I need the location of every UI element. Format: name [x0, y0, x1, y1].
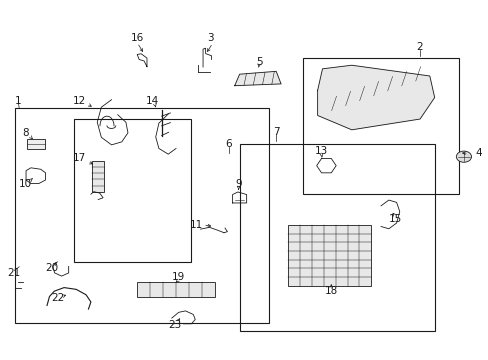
Text: 1: 1: [14, 96, 21, 106]
Text: 17: 17: [73, 153, 86, 163]
Text: 10: 10: [19, 179, 32, 189]
Text: 23: 23: [168, 320, 182, 330]
Text: 9: 9: [235, 179, 242, 189]
Text: 6: 6: [225, 139, 232, 149]
Text: 4: 4: [474, 148, 481, 158]
Bar: [74, 119, 190, 262]
Bar: [239, 144, 434, 330]
Text: 5: 5: [255, 57, 262, 67]
Text: 21: 21: [8, 268, 21, 278]
Circle shape: [455, 151, 470, 162]
Bar: [303, 58, 458, 194]
Bar: [92, 161, 104, 192]
Polygon shape: [317, 65, 434, 130]
Text: 22: 22: [52, 293, 65, 303]
Bar: [15, 108, 268, 323]
Text: 20: 20: [45, 263, 59, 273]
Text: 12: 12: [73, 96, 86, 106]
Bar: [27, 139, 44, 149]
Bar: [137, 282, 215, 297]
Text: 2: 2: [416, 42, 423, 52]
Text: 3: 3: [206, 33, 213, 43]
Text: 15: 15: [388, 215, 402, 224]
Text: 8: 8: [22, 129, 28, 138]
Text: 11: 11: [190, 220, 203, 230]
Text: 7: 7: [272, 127, 279, 136]
Text: 19: 19: [172, 272, 185, 282]
Bar: [288, 225, 370, 286]
Text: 13: 13: [314, 146, 327, 156]
Text: 18: 18: [324, 286, 337, 296]
Text: 14: 14: [146, 96, 159, 106]
Polygon shape: [234, 71, 281, 86]
Text: 16: 16: [130, 33, 143, 43]
